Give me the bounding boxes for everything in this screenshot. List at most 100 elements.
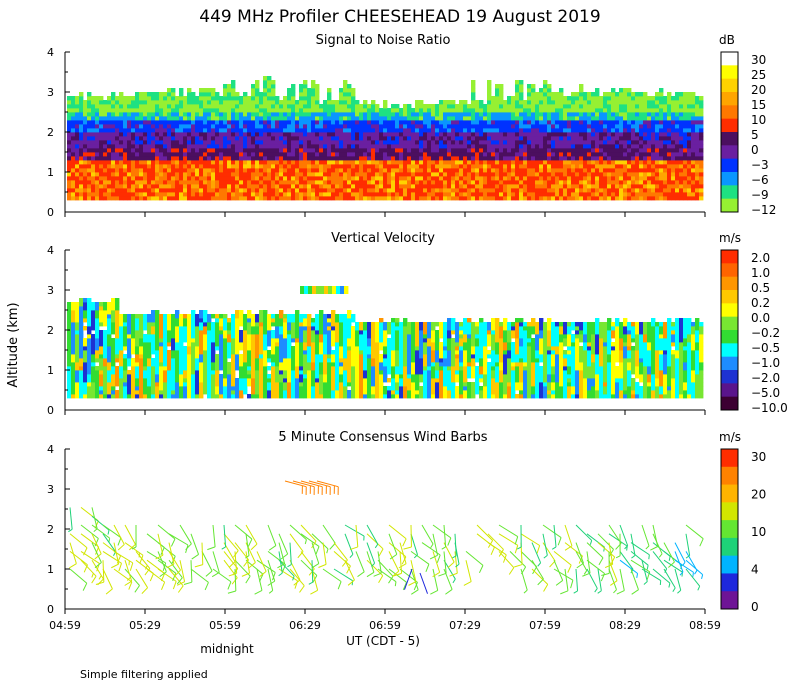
snr-cell xyxy=(227,188,232,193)
snr-cell xyxy=(219,164,224,169)
snr-cell xyxy=(635,112,640,117)
snr-cell xyxy=(371,164,376,169)
snr-cell xyxy=(627,120,632,125)
snr-cell xyxy=(231,160,236,165)
vv-cell xyxy=(171,354,176,359)
snr-cell xyxy=(111,152,116,157)
snr-cell xyxy=(395,164,400,169)
vv-cell xyxy=(87,298,92,303)
vv-cell xyxy=(71,330,76,335)
snr-cell xyxy=(591,100,596,105)
vv-cell xyxy=(67,326,72,331)
snr-cell xyxy=(499,192,504,197)
snr-cell xyxy=(471,164,476,169)
snr-cell xyxy=(443,124,448,129)
vv-cell xyxy=(195,322,200,327)
snr-cell xyxy=(327,136,332,141)
snr-cell xyxy=(255,148,260,153)
snr-cell xyxy=(183,124,188,129)
snr-cell xyxy=(419,144,424,149)
snr-cell xyxy=(247,168,252,173)
snr-cell xyxy=(403,108,408,113)
snr-cell xyxy=(127,116,132,121)
snr-cell xyxy=(203,92,208,97)
vv-cell xyxy=(111,314,116,319)
snr-cell xyxy=(551,156,556,161)
snr-cell xyxy=(579,120,584,125)
vv-cell xyxy=(91,302,96,307)
snr-cell xyxy=(539,192,544,197)
vv-cell xyxy=(71,358,76,363)
snr-cell xyxy=(463,108,468,113)
vv-cell xyxy=(139,358,144,363)
vv-cell xyxy=(171,342,176,347)
snr-cell xyxy=(475,140,480,145)
snr-cell xyxy=(99,100,104,105)
snr-cell xyxy=(651,196,656,201)
snr-cell xyxy=(95,196,100,201)
vv-cell xyxy=(75,314,80,319)
snr-cell xyxy=(343,160,348,165)
snr-cell xyxy=(199,100,204,105)
snr-cell xyxy=(171,136,176,141)
snr-cell xyxy=(411,188,416,193)
snr-cell xyxy=(191,188,196,193)
vv-cell xyxy=(111,302,116,307)
vv-cell xyxy=(163,322,168,327)
snr-cell xyxy=(83,188,88,193)
snr-cell xyxy=(339,168,344,173)
snr-cell xyxy=(487,152,492,157)
snr-cell xyxy=(107,100,112,105)
snr-cell xyxy=(191,168,196,173)
snr-cell xyxy=(219,176,224,181)
vv-cell xyxy=(187,322,192,327)
snr-cell xyxy=(443,196,448,201)
snr-cell xyxy=(275,192,280,197)
vv-cell xyxy=(187,370,192,375)
snr-cell xyxy=(163,116,168,121)
snr-cell xyxy=(667,124,672,129)
snr-cell xyxy=(247,188,252,193)
snr-cell xyxy=(87,108,92,113)
snr-cell xyxy=(479,104,484,109)
snr-cell xyxy=(323,156,328,161)
snr-cell xyxy=(547,152,552,157)
snr-cell xyxy=(579,88,584,93)
snr-cell xyxy=(271,172,276,177)
snr-cell xyxy=(99,132,104,137)
snr-cell xyxy=(123,156,128,161)
snr-cell xyxy=(411,112,416,117)
snr-cell xyxy=(355,148,360,153)
snr-cell xyxy=(175,116,180,121)
snr-cell xyxy=(363,180,368,185)
snr-cell xyxy=(507,168,512,173)
snr-cell xyxy=(195,176,200,181)
snr-cell xyxy=(559,148,564,153)
snr-cell xyxy=(67,132,72,137)
snr-cell xyxy=(239,112,244,117)
snr-cell xyxy=(359,160,364,165)
snr-cell xyxy=(619,188,624,193)
snr-cell xyxy=(543,160,548,165)
vv-cell xyxy=(155,342,160,347)
snr-cell xyxy=(151,144,156,149)
vv-cell xyxy=(195,394,200,399)
snr-cell xyxy=(699,96,704,101)
snr-cell xyxy=(563,192,568,197)
snr-cell xyxy=(131,160,136,165)
vv-cell xyxy=(171,350,176,355)
snr-cell xyxy=(415,132,420,137)
vv-cell xyxy=(179,394,184,399)
snr-cell xyxy=(367,140,372,145)
snr-cell xyxy=(635,160,640,165)
snr-cell xyxy=(203,120,208,125)
snr-cell xyxy=(563,196,568,201)
snr-cell xyxy=(299,112,304,117)
snr-cell xyxy=(395,148,400,153)
snr-cell xyxy=(627,172,632,177)
vv-cell xyxy=(115,326,120,331)
snr-cell xyxy=(447,124,452,129)
snr-cell xyxy=(287,152,292,157)
snr-cell xyxy=(639,160,644,165)
snr-cell xyxy=(351,144,356,149)
